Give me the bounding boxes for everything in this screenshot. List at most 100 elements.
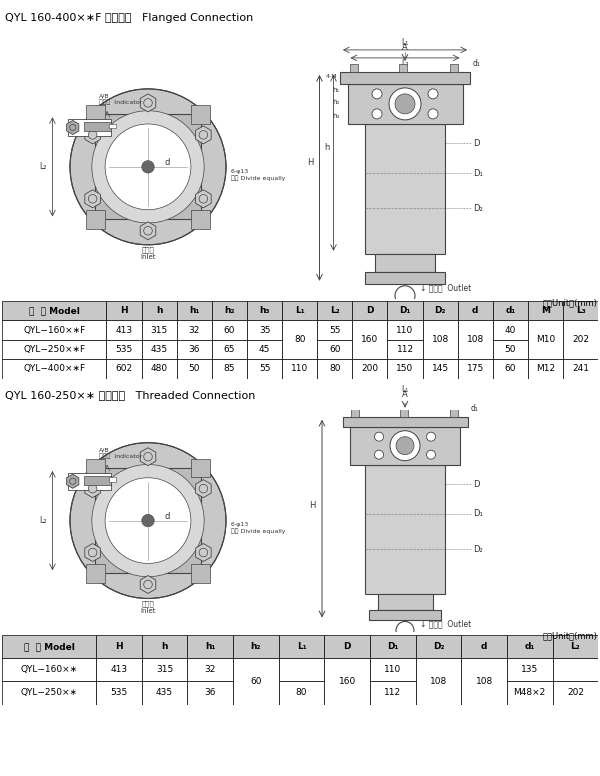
Bar xyxy=(95,114,200,220)
Text: L₂: L₂ xyxy=(39,162,46,171)
Bar xyxy=(247,359,282,379)
Polygon shape xyxy=(140,576,156,594)
Text: d: d xyxy=(165,158,170,168)
Circle shape xyxy=(88,130,97,139)
Text: h: h xyxy=(156,307,163,315)
Bar xyxy=(422,359,458,379)
Text: D₁: D₁ xyxy=(473,168,483,178)
Circle shape xyxy=(70,442,226,598)
Text: 50: 50 xyxy=(505,345,516,354)
Bar xyxy=(528,359,563,379)
Text: 160: 160 xyxy=(361,335,379,345)
Bar xyxy=(142,359,177,379)
Text: ↓ 出液口  Outlet: ↓ 出液口 Outlet xyxy=(420,284,471,293)
Text: D₂: D₂ xyxy=(433,642,444,651)
Circle shape xyxy=(144,452,152,461)
Circle shape xyxy=(199,195,208,203)
Circle shape xyxy=(142,514,154,527)
Bar xyxy=(247,340,282,359)
Bar xyxy=(2,320,106,340)
Text: 110: 110 xyxy=(291,365,308,373)
Circle shape xyxy=(389,88,421,120)
Text: h₂: h₂ xyxy=(251,642,261,651)
Text: 6-φ13
均布 Divide equally: 6-φ13 均布 Divide equally xyxy=(231,168,286,181)
Bar xyxy=(450,64,458,72)
Bar xyxy=(422,301,458,320)
Bar xyxy=(282,320,317,359)
Bar xyxy=(247,320,282,340)
Bar xyxy=(68,119,111,136)
Bar xyxy=(399,64,407,72)
Bar xyxy=(347,84,463,124)
Bar xyxy=(212,320,247,340)
Text: 进液口
Inlet: 进液口 Inlet xyxy=(140,601,156,614)
Text: 60: 60 xyxy=(505,365,516,373)
Circle shape xyxy=(142,161,154,173)
Text: 200: 200 xyxy=(361,365,379,373)
Bar xyxy=(177,340,212,359)
Text: QYL−250×∗F: QYL−250×∗F xyxy=(23,345,85,354)
Bar xyxy=(317,340,352,359)
Bar xyxy=(279,658,325,681)
Bar xyxy=(177,320,212,340)
Text: 40: 40 xyxy=(505,326,516,334)
Bar xyxy=(317,359,352,379)
Bar xyxy=(458,320,493,359)
Bar xyxy=(142,681,187,705)
Bar xyxy=(416,635,461,658)
Bar xyxy=(2,340,106,359)
Bar xyxy=(365,465,445,594)
Bar xyxy=(377,594,433,611)
Text: 413: 413 xyxy=(110,665,128,674)
Bar xyxy=(416,658,461,705)
Text: 型  号 Model: 型 号 Model xyxy=(29,307,80,315)
Text: QYL 160-400×∗F 法兰连接   Flanged Connection: QYL 160-400×∗F 法兰连接 Flanged Connection xyxy=(5,13,253,23)
Circle shape xyxy=(144,99,152,107)
Bar xyxy=(553,635,598,658)
Bar xyxy=(317,301,352,320)
Circle shape xyxy=(395,94,415,114)
Bar xyxy=(493,340,528,359)
Circle shape xyxy=(144,580,152,589)
Polygon shape xyxy=(85,190,100,208)
Text: QYL 160-250×∗ 螺纹连接   Threaded Connection: QYL 160-250×∗ 螺纹连接 Threaded Connection xyxy=(5,390,256,400)
Text: A: A xyxy=(402,390,408,399)
Bar xyxy=(233,658,279,705)
Bar xyxy=(212,340,247,359)
Text: d: d xyxy=(472,307,478,315)
Bar xyxy=(350,427,460,465)
Text: 241: 241 xyxy=(572,365,589,373)
Text: 80: 80 xyxy=(296,688,307,698)
Bar xyxy=(507,658,553,681)
Text: D: D xyxy=(473,139,479,148)
Bar xyxy=(370,635,416,658)
Text: 535: 535 xyxy=(110,688,128,698)
Bar xyxy=(83,476,111,485)
Polygon shape xyxy=(85,126,100,144)
Bar xyxy=(142,340,177,359)
Circle shape xyxy=(70,89,226,244)
Bar xyxy=(325,658,370,705)
Text: 60: 60 xyxy=(224,326,235,334)
Text: 315: 315 xyxy=(156,665,173,674)
Text: 202: 202 xyxy=(567,688,584,698)
Text: H: H xyxy=(120,307,128,315)
Text: 型  号 Model: 型 号 Model xyxy=(23,642,74,651)
Text: 202: 202 xyxy=(572,335,589,345)
Text: D: D xyxy=(473,480,479,489)
Text: 45: 45 xyxy=(259,345,270,354)
Bar xyxy=(83,122,111,131)
Text: 112: 112 xyxy=(397,345,413,354)
Text: H: H xyxy=(307,158,314,168)
Text: 65: 65 xyxy=(224,345,235,354)
Text: 32: 32 xyxy=(205,665,216,674)
Text: 4-M: 4-M xyxy=(326,74,337,79)
Polygon shape xyxy=(85,480,100,497)
Text: h₂: h₂ xyxy=(332,99,340,105)
Text: L₂: L₂ xyxy=(330,307,340,315)
Circle shape xyxy=(105,124,191,210)
Circle shape xyxy=(396,622,414,639)
Bar xyxy=(461,658,507,705)
Text: D₁: D₁ xyxy=(387,642,398,651)
Bar xyxy=(553,658,598,681)
